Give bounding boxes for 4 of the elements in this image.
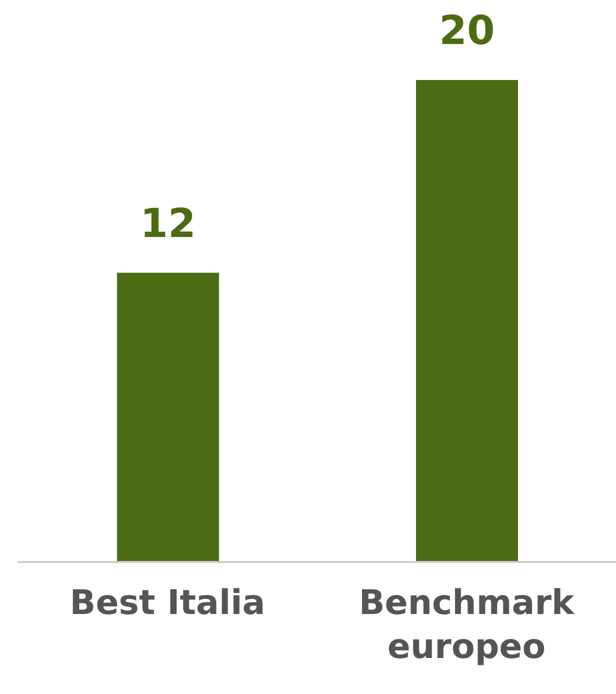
data-label: 20 [439, 8, 495, 54]
x-tick-label: Benchmark europeo [358, 583, 576, 667]
x-tick-label: Best Italia [70, 583, 266, 623]
data-label: 12 [140, 200, 196, 247]
